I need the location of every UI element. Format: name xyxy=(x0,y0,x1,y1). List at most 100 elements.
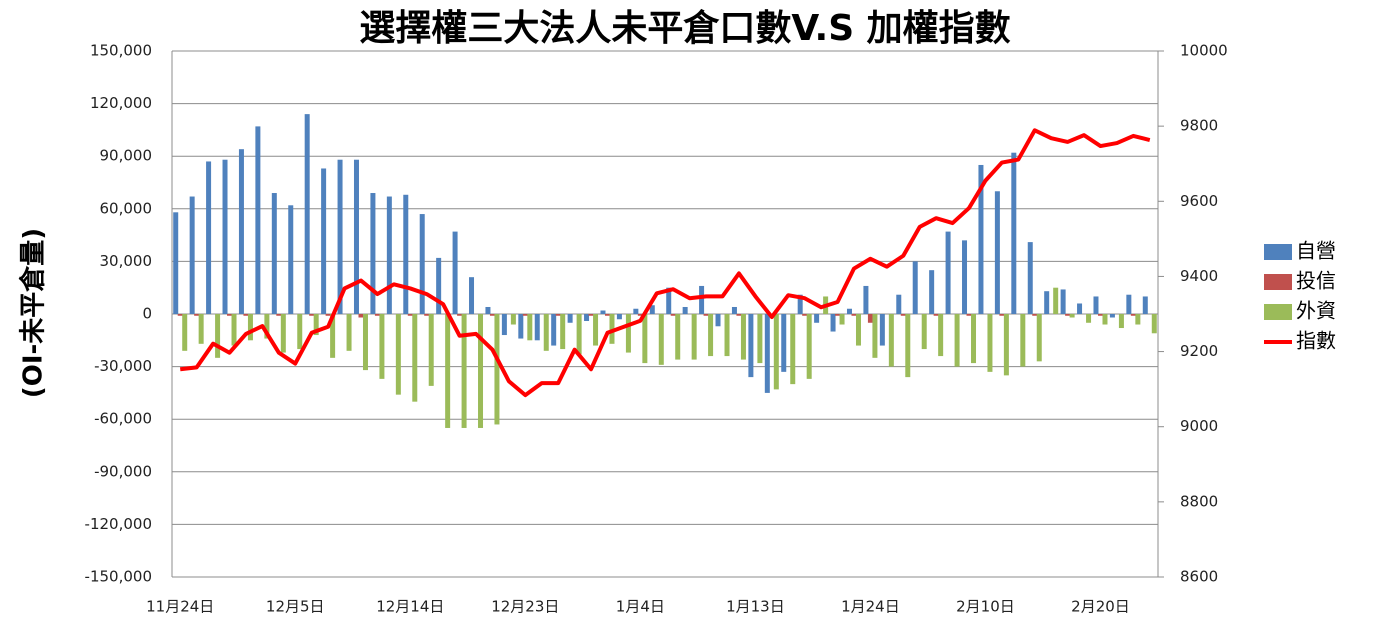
bar xyxy=(189,196,195,314)
y-tick-label: 150,000 xyxy=(90,42,152,60)
bar xyxy=(374,314,380,316)
bar xyxy=(900,314,906,316)
bar xyxy=(527,314,533,341)
legend-swatch xyxy=(1264,244,1292,260)
bar xyxy=(839,314,845,325)
y2-tick-label: 9400 xyxy=(1180,267,1218,285)
bar xyxy=(715,314,721,327)
bar xyxy=(954,314,960,367)
x-tick-label: 2月20日 xyxy=(1071,598,1130,616)
bar xyxy=(912,261,918,314)
bar xyxy=(452,231,458,314)
bar xyxy=(247,314,253,341)
bar xyxy=(835,314,841,316)
bar xyxy=(1036,314,1042,362)
bar xyxy=(330,314,336,358)
y-tick-label: -150,000 xyxy=(85,568,152,586)
bar xyxy=(1011,152,1017,314)
y2-tick-label: 10000 xyxy=(1180,42,1228,60)
y-tick-label: -60,000 xyxy=(94,410,152,428)
bar xyxy=(978,164,984,314)
bar xyxy=(1097,314,1103,316)
bar xyxy=(1130,314,1136,316)
bar xyxy=(806,314,812,379)
bar xyxy=(773,314,779,390)
bar xyxy=(428,314,434,386)
y-tick-label: 120,000 xyxy=(90,94,152,112)
bar xyxy=(851,314,857,316)
bar xyxy=(206,161,212,314)
legend-swatch xyxy=(1264,304,1292,320)
bar xyxy=(321,168,327,314)
bar xyxy=(551,314,557,346)
x-tick-label: 1月13日 xyxy=(726,598,785,616)
bar xyxy=(790,314,796,385)
bar xyxy=(461,314,467,428)
bar xyxy=(276,314,282,316)
bar xyxy=(1102,314,1108,325)
x-tick-label: 2月10日 xyxy=(956,598,1015,616)
bar xyxy=(1020,314,1026,367)
bar xyxy=(555,314,561,316)
bar xyxy=(708,314,714,357)
bar xyxy=(604,314,610,316)
line xyxy=(179,128,1151,398)
bar xyxy=(691,314,697,360)
bar xyxy=(764,314,770,393)
bar xyxy=(194,314,200,316)
bar xyxy=(534,314,540,341)
bar xyxy=(297,314,303,350)
bar xyxy=(518,314,524,339)
bar xyxy=(309,314,315,316)
y-axis-label: (OI-未平倉量) xyxy=(18,228,49,398)
bar xyxy=(757,314,763,364)
bar xyxy=(243,314,249,316)
bar xyxy=(896,294,902,314)
bar xyxy=(649,305,655,314)
bar xyxy=(682,306,688,314)
x-tick-label: 12月14日 xyxy=(376,598,444,616)
bar xyxy=(966,314,972,316)
bar xyxy=(510,314,516,325)
bar xyxy=(407,314,413,316)
bar xyxy=(616,314,622,320)
bar xyxy=(802,314,808,316)
bar xyxy=(588,314,594,316)
bar xyxy=(1086,314,1092,323)
bar xyxy=(313,314,319,336)
bar xyxy=(670,314,676,316)
bar xyxy=(1093,296,1099,314)
bar xyxy=(797,294,803,314)
bar xyxy=(748,314,754,378)
bar xyxy=(445,314,451,428)
bar xyxy=(386,196,392,314)
bar xyxy=(215,314,221,358)
y-tick-label: 90,000 xyxy=(100,147,153,165)
bar xyxy=(830,314,836,332)
bar xyxy=(699,285,705,314)
bar xyxy=(999,314,1005,316)
bar xyxy=(337,159,343,314)
bar xyxy=(846,308,852,314)
bar xyxy=(182,314,188,351)
bar xyxy=(888,314,894,367)
bar xyxy=(412,314,418,402)
bar xyxy=(501,314,507,336)
y-tick-label: 0 xyxy=(142,305,152,323)
bar xyxy=(1060,289,1066,314)
bar xyxy=(642,314,648,364)
bar xyxy=(814,314,820,323)
bar xyxy=(781,314,787,372)
bar xyxy=(419,214,425,314)
bar xyxy=(485,306,491,314)
bar xyxy=(457,314,463,316)
bar xyxy=(740,314,746,360)
bar xyxy=(905,314,911,378)
legend-label: 投信 xyxy=(1296,269,1336,293)
bar xyxy=(1109,314,1115,318)
bar xyxy=(478,314,484,428)
bar xyxy=(1003,314,1009,376)
bar xyxy=(633,308,639,314)
bar xyxy=(238,149,244,314)
bar xyxy=(395,314,401,395)
